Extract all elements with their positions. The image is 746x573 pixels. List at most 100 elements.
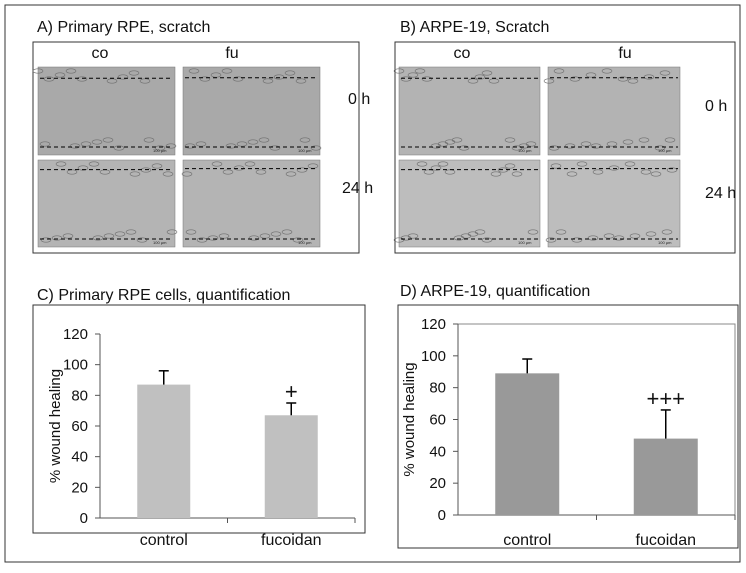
- cell-texture: [32, 68, 44, 74]
- cell-texture: [661, 229, 673, 235]
- cell-texture: [624, 161, 636, 167]
- cell-texture: [310, 145, 322, 151]
- cell-texture: [585, 72, 597, 78]
- cell-texture: [650, 171, 662, 177]
- cell-texture: [69, 143, 81, 149]
- cell-texture: [416, 161, 428, 167]
- x-tick-label: control: [503, 532, 551, 549]
- cell-texture: [638, 137, 650, 143]
- cell-texture: [284, 70, 296, 76]
- cell-texture: [285, 171, 297, 177]
- cell-texture: [129, 171, 141, 177]
- x-tick-label: fucoidan: [261, 532, 322, 549]
- cell-texture: [400, 76, 412, 82]
- significance-mark: +: [285, 379, 298, 404]
- cell-texture: [504, 163, 516, 169]
- cell-texture: [40, 237, 52, 243]
- cell-texture: [244, 161, 256, 167]
- cell-texture: [296, 167, 308, 173]
- cell-texture: [262, 78, 274, 84]
- cell-texture: [92, 235, 104, 241]
- cell-texture: [606, 141, 618, 147]
- cell-texture: [571, 237, 583, 243]
- cell-texture: [629, 233, 641, 239]
- cell-texture: [255, 169, 267, 175]
- cell-texture: [281, 229, 293, 235]
- cell-texture: [80, 141, 92, 147]
- cell-texture: [407, 72, 419, 78]
- cell-texture: [292, 237, 304, 243]
- micrograph: [182, 66, 321, 156]
- y-tick-label: 20: [429, 475, 446, 492]
- row-label: 24 h: [705, 185, 736, 202]
- micrograph: [182, 159, 321, 248]
- cell-texture: [504, 137, 516, 143]
- cell-texture: [640, 169, 652, 175]
- cell-texture: [65, 68, 77, 74]
- cell-texture: [481, 70, 493, 76]
- y-tick-label: 40: [429, 443, 446, 460]
- significance-mark: +++: [646, 386, 685, 411]
- cell-texture: [295, 78, 307, 84]
- cell-texture: [210, 72, 222, 78]
- cell-texture: [421, 76, 433, 82]
- scale-label: 100 µm: [518, 240, 532, 245]
- scale-label: 100 µm: [153, 240, 167, 245]
- chart-title: C) Primary RPE cells, quantification: [37, 287, 290, 304]
- y-axis-label: % wound healing: [401, 362, 418, 476]
- cell-texture: [569, 76, 581, 82]
- column-label: co: [454, 45, 471, 62]
- y-tick-label: 0: [80, 510, 88, 527]
- cell-texture: [474, 74, 486, 80]
- cell-texture: [481, 237, 493, 243]
- y-tick-label: 80: [429, 380, 446, 397]
- cell-texture: [564, 143, 576, 149]
- scale-label: 100 µm: [298, 240, 312, 245]
- cell-texture: [603, 233, 615, 239]
- column-label: fu: [618, 45, 631, 62]
- cell-texture: [511, 171, 523, 177]
- cell-texture: [587, 235, 599, 241]
- cell-texture: [613, 235, 625, 241]
- bar: [137, 384, 191, 518]
- cell-texture: [576, 161, 588, 167]
- bar: [633, 438, 698, 515]
- cell-texture: [525, 141, 537, 147]
- cell-texture: [654, 145, 666, 151]
- micrograph: [547, 159, 681, 248]
- cell-texture: [233, 165, 245, 171]
- row-label: 0 h: [348, 91, 370, 108]
- cell-texture: [270, 231, 282, 237]
- micrograph: [547, 66, 681, 156]
- cell-texture: [488, 78, 500, 84]
- cell-texture: [154, 145, 166, 151]
- chart-title: D) ARPE-19, quantification: [400, 283, 590, 300]
- cell-texture: [627, 78, 639, 84]
- cell-texture: [666, 167, 678, 173]
- cell-texture: [232, 76, 244, 82]
- micrograph: [398, 66, 541, 156]
- panel-title: B) ARPE-19, Scratch: [400, 19, 549, 36]
- cell-texture: [103, 233, 115, 239]
- y-tick-label: 40: [71, 449, 88, 466]
- cell-texture: [622, 139, 634, 145]
- y-tick-label: 60: [71, 418, 88, 435]
- panel-b-border: [394, 41, 736, 254]
- cell-texture: [643, 74, 655, 80]
- cell-texture: [299, 137, 311, 143]
- cell-texture: [393, 68, 405, 74]
- cell-texture: [543, 78, 555, 84]
- cell-texture: [102, 137, 114, 143]
- cell-texture: [645, 231, 657, 237]
- cell-texture: [55, 161, 67, 167]
- cell-texture: [545, 237, 557, 243]
- cell-texture: [527, 229, 539, 235]
- cell-texture: [195, 141, 207, 147]
- cell-texture: [43, 76, 55, 82]
- cell-texture: [136, 237, 148, 243]
- cell-texture: [407, 233, 419, 239]
- cell-texture: [51, 235, 63, 241]
- cell-texture: [151, 163, 163, 169]
- cell-texture: [592, 169, 604, 175]
